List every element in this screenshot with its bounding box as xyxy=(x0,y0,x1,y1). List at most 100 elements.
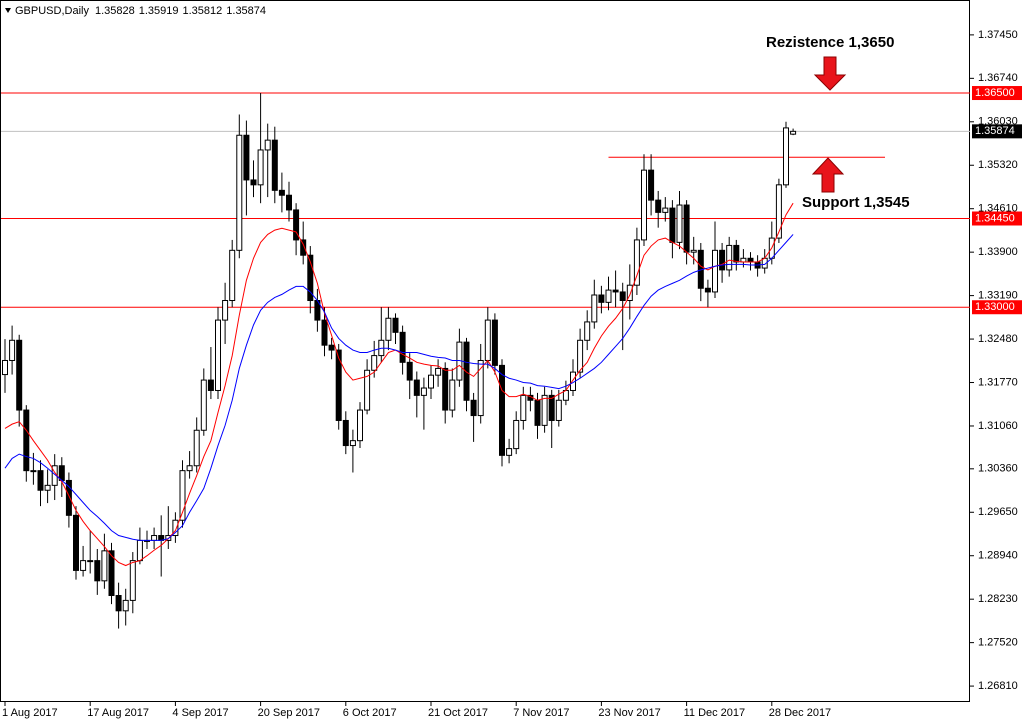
candle-body xyxy=(733,244,740,263)
candle-body xyxy=(80,560,87,571)
candle-body xyxy=(775,184,782,239)
candle-body xyxy=(321,319,328,346)
moving-average-line xyxy=(4,202,794,567)
candle-body xyxy=(612,289,619,293)
candle-body xyxy=(30,470,37,473)
candle-body xyxy=(719,249,726,271)
candle-body xyxy=(484,319,491,361)
candle-body xyxy=(690,249,697,253)
y-tick-label: 1.33190 xyxy=(978,290,1018,302)
candle-body xyxy=(87,560,94,563)
candle-body xyxy=(783,127,789,186)
candle-body xyxy=(420,387,427,396)
x-tick-label: 1 Aug 2017 xyxy=(2,707,58,719)
candle-body xyxy=(193,429,200,467)
candle-body xyxy=(428,374,434,389)
candle-body xyxy=(129,560,136,601)
menu-triangle xyxy=(5,8,11,13)
candle-body xyxy=(648,169,655,201)
candle-body xyxy=(335,349,342,421)
candle-body xyxy=(669,207,676,243)
level-label: 1.36500 xyxy=(975,87,1015,99)
candle-body xyxy=(655,199,662,213)
y-tick-label: 1.37450 xyxy=(978,29,1018,41)
y-tick-label: 1.27520 xyxy=(978,637,1018,649)
candle-body xyxy=(683,204,690,253)
y-tick-label: 1.28230 xyxy=(978,593,1018,605)
x-tick-label: 21 Oct 2017 xyxy=(428,707,488,719)
candle-body xyxy=(73,514,79,571)
candle-body xyxy=(513,419,520,450)
candle-body xyxy=(548,394,555,421)
candle-body xyxy=(605,289,612,303)
candle-body xyxy=(328,344,335,351)
chart-header: GBPUSD,Daily 1.35828 1.35919 1.35812 1.35874 xyxy=(15,5,266,17)
header-low: 1.35812 xyxy=(183,5,223,17)
candle-body xyxy=(278,189,285,196)
candle-body xyxy=(435,367,442,376)
chart-title: GBPUSD,Daily xyxy=(15,5,89,17)
candle-body xyxy=(250,179,257,186)
candle-body xyxy=(186,465,193,472)
up-arrow xyxy=(811,157,845,193)
level-label: 1.35874 xyxy=(975,125,1015,137)
candle-body xyxy=(470,399,477,417)
y-tick-label: 1.35320 xyxy=(978,159,1018,171)
candle-body xyxy=(371,355,378,371)
candle-body xyxy=(108,550,115,597)
y-tick-label: 1.31770 xyxy=(978,376,1018,388)
candle-body xyxy=(712,249,718,293)
candle-body xyxy=(172,519,179,537)
candle-body xyxy=(136,539,143,562)
candle-body xyxy=(555,399,562,421)
level-label-box xyxy=(972,211,1022,226)
candle-body xyxy=(37,470,44,491)
y-tick-label: 1.28940 xyxy=(978,550,1018,562)
candle-body xyxy=(243,134,250,181)
candle-body xyxy=(264,139,271,151)
candle-body xyxy=(619,291,626,302)
x-tick-label: 20 Sep 2017 xyxy=(258,707,320,719)
x-tick-label: 6 Oct 2017 xyxy=(343,707,397,719)
candle-body xyxy=(413,379,420,396)
candle-body xyxy=(342,419,349,447)
header-open: 1.35828 xyxy=(95,5,135,17)
candle-body xyxy=(9,339,16,361)
down-arrow xyxy=(813,56,847,91)
candle-body xyxy=(215,319,221,391)
x-tick-label: 23 Nov 2017 xyxy=(598,707,660,719)
plot-layer xyxy=(1,92,970,629)
candle-body xyxy=(662,207,669,213)
x-tick-label: 17 Aug 2017 xyxy=(87,707,149,719)
candle-body xyxy=(633,239,640,286)
candle-body xyxy=(392,317,399,333)
candle-body xyxy=(293,209,300,241)
y-tick-label: 1.30360 xyxy=(978,463,1018,475)
candle-body xyxy=(2,359,8,376)
moving-average-line xyxy=(4,234,794,541)
candle-body xyxy=(577,339,584,373)
candle-body xyxy=(101,550,108,582)
candle-body xyxy=(151,535,158,541)
candle-body xyxy=(307,254,314,302)
candle-body xyxy=(406,361,413,381)
candle-body xyxy=(534,399,541,426)
y-tick-label: 1.31060 xyxy=(978,420,1018,432)
candle-body xyxy=(506,448,513,456)
candle-body xyxy=(286,194,292,211)
candle-body xyxy=(115,595,122,612)
x-tick-label: 7 Nov 2017 xyxy=(513,707,569,719)
candle-body xyxy=(257,149,264,186)
candle-body xyxy=(207,379,214,391)
candle-body xyxy=(584,321,591,341)
support-annotation: Support 1,3545 xyxy=(802,194,910,211)
y-tick-label: 1.33900 xyxy=(978,246,1018,258)
level-label-box xyxy=(972,86,1022,101)
candle-body xyxy=(499,364,505,456)
candle-body xyxy=(676,204,683,243)
candle-body xyxy=(385,317,392,341)
x-tick-label: 11 Dec 2017 xyxy=(684,707,746,719)
candle-body xyxy=(357,409,363,442)
candle-body xyxy=(520,394,527,421)
